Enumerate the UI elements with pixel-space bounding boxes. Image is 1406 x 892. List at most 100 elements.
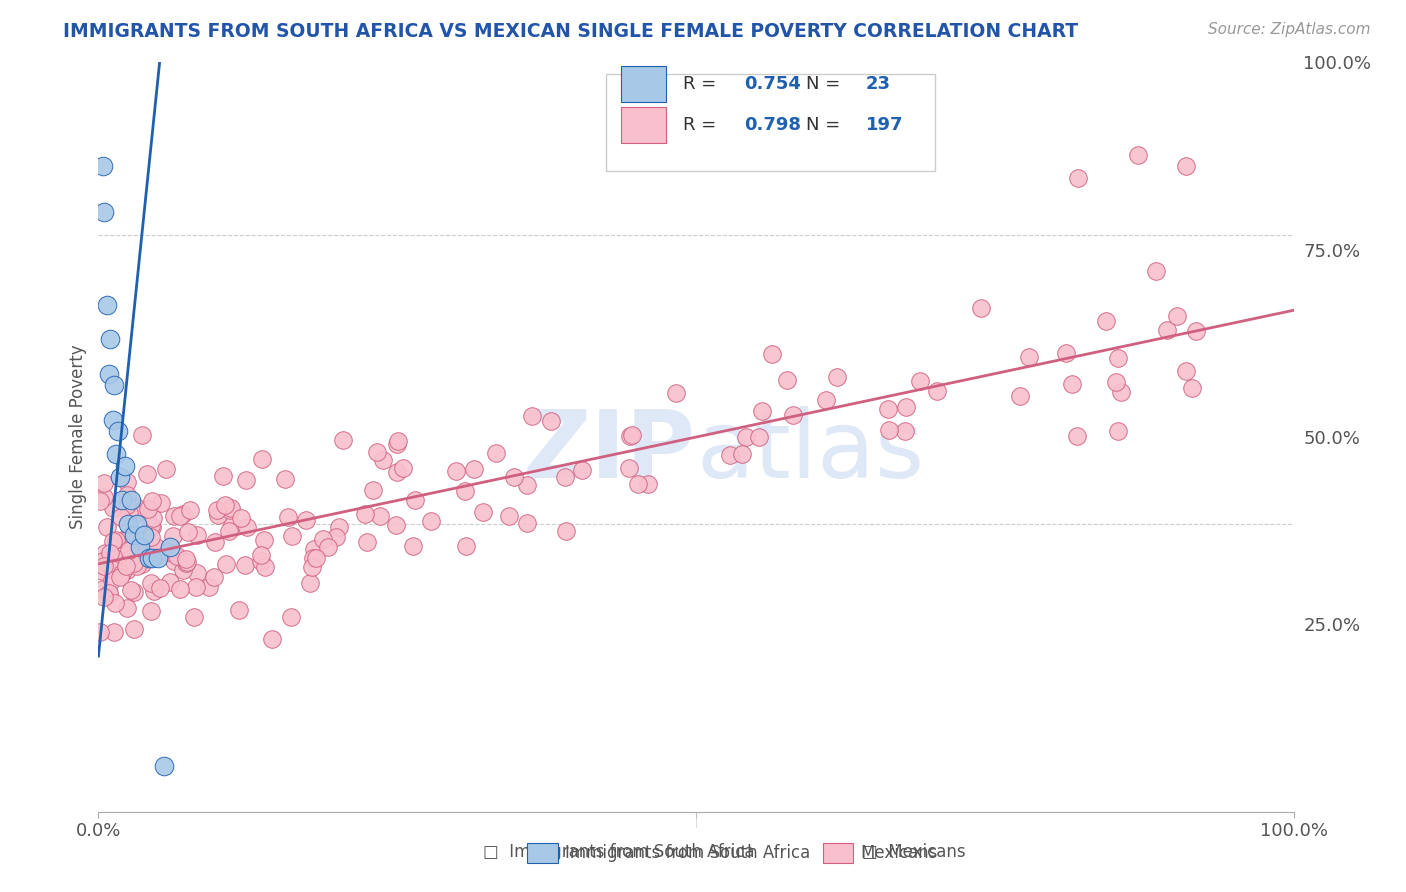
Point bbox=[141, 494, 163, 508]
Point bbox=[159, 540, 181, 554]
Point bbox=[163, 554, 186, 568]
Point bbox=[1128, 147, 1150, 161]
Point bbox=[90, 564, 112, 578]
Point bbox=[456, 539, 478, 553]
Point bbox=[1107, 351, 1129, 366]
Point bbox=[176, 555, 198, 569]
Point bbox=[212, 469, 235, 483]
Point bbox=[516, 478, 538, 492]
Point bbox=[1185, 324, 1208, 338]
Point bbox=[1156, 323, 1178, 337]
Point bbox=[121, 537, 143, 551]
Text: IMMIGRANTS FROM SOUTH AFRICA VS MEXICAN SINGLE FEMALE POVERTY CORRELATION CHART: IMMIGRANTS FROM SOUTH AFRICA VS MEXICAN … bbox=[63, 22, 1078, 41]
Point bbox=[129, 540, 152, 554]
Point bbox=[134, 528, 156, 542]
Point bbox=[1067, 170, 1090, 185]
Point bbox=[361, 483, 384, 497]
Point bbox=[218, 503, 240, 517]
Point bbox=[98, 546, 121, 560]
Point bbox=[139, 519, 162, 533]
Point bbox=[250, 548, 273, 562]
Point bbox=[295, 513, 318, 527]
Point bbox=[115, 488, 138, 502]
Point bbox=[104, 596, 127, 610]
Point bbox=[1175, 159, 1198, 173]
Point bbox=[91, 582, 114, 596]
Point bbox=[124, 507, 146, 521]
Point bbox=[731, 448, 754, 462]
Point bbox=[96, 297, 118, 311]
Point bbox=[155, 461, 177, 475]
Point bbox=[260, 632, 283, 646]
Point bbox=[1056, 346, 1078, 360]
Point bbox=[142, 511, 165, 525]
Point bbox=[617, 461, 640, 475]
Point bbox=[748, 430, 770, 444]
Point bbox=[115, 498, 138, 512]
Point bbox=[1008, 389, 1031, 403]
Point bbox=[174, 552, 197, 566]
Point bbox=[174, 556, 197, 570]
Point bbox=[118, 552, 141, 566]
Point bbox=[620, 428, 643, 442]
Point bbox=[141, 551, 163, 566]
Point bbox=[122, 585, 145, 599]
Point bbox=[970, 301, 993, 316]
Point bbox=[136, 502, 159, 516]
Point bbox=[96, 520, 118, 534]
Point bbox=[91, 159, 114, 173]
Point bbox=[328, 520, 350, 534]
Point bbox=[197, 580, 219, 594]
Point bbox=[139, 576, 162, 591]
Point bbox=[312, 532, 335, 546]
Point bbox=[103, 624, 125, 639]
Point bbox=[273, 472, 295, 486]
Point bbox=[207, 508, 229, 522]
Point bbox=[118, 528, 141, 542]
Point bbox=[136, 467, 159, 481]
Point bbox=[93, 590, 115, 604]
Point bbox=[325, 530, 347, 544]
Point bbox=[316, 540, 339, 554]
Text: N =: N = bbox=[806, 75, 846, 93]
Point bbox=[221, 501, 243, 516]
Bar bbox=[620, 107, 666, 143]
Point bbox=[718, 448, 741, 462]
Point bbox=[125, 540, 148, 554]
Point bbox=[105, 552, 128, 566]
Point bbox=[94, 553, 117, 567]
Point bbox=[815, 392, 838, 407]
Point bbox=[498, 509, 520, 524]
Y-axis label: Single Female Poverty: Single Female Poverty bbox=[69, 345, 87, 529]
Point bbox=[107, 425, 129, 439]
Point bbox=[108, 570, 131, 584]
Point bbox=[776, 372, 799, 386]
Point bbox=[125, 500, 148, 515]
Point bbox=[118, 506, 141, 520]
Point bbox=[105, 447, 128, 461]
Point bbox=[186, 528, 208, 542]
Point bbox=[254, 560, 277, 574]
Point bbox=[751, 404, 773, 418]
Point bbox=[302, 542, 325, 557]
Point bbox=[1066, 428, 1088, 442]
Point bbox=[249, 553, 271, 567]
Point bbox=[110, 510, 132, 524]
Point bbox=[516, 516, 538, 531]
Point bbox=[554, 470, 576, 484]
Point bbox=[214, 498, 236, 512]
Point bbox=[93, 490, 115, 504]
Point bbox=[145, 549, 167, 564]
Text: □  Immigrants from South Africa: □ Immigrants from South Africa bbox=[482, 843, 755, 861]
Point bbox=[143, 541, 166, 555]
Point bbox=[637, 477, 659, 491]
Point bbox=[124, 528, 146, 542]
Point bbox=[186, 566, 208, 580]
Point bbox=[253, 533, 276, 547]
Point bbox=[98, 367, 121, 381]
Point bbox=[371, 453, 394, 467]
Text: Mexicans: Mexicans bbox=[860, 844, 938, 862]
Bar bbox=[620, 66, 666, 103]
Point bbox=[156, 545, 179, 559]
Point bbox=[281, 529, 304, 543]
